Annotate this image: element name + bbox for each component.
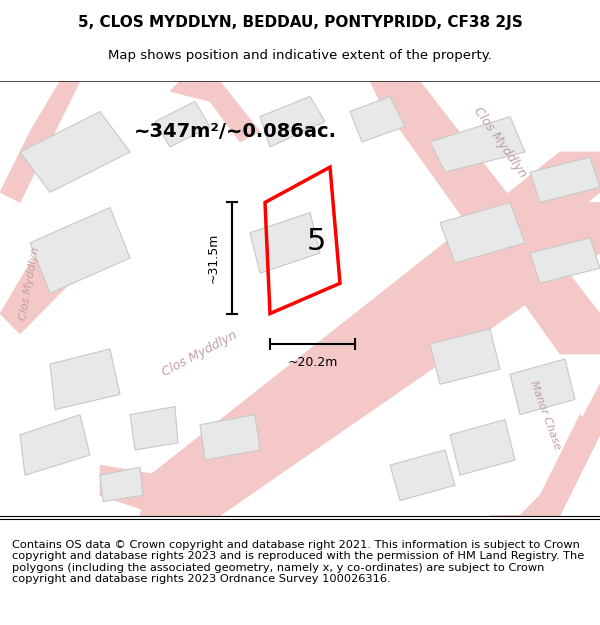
Polygon shape bbox=[50, 349, 120, 409]
Text: ~31.5m: ~31.5m bbox=[207, 233, 220, 283]
Polygon shape bbox=[30, 208, 130, 293]
Polygon shape bbox=[370, 81, 600, 354]
Text: Clos Myddlyn: Clos Myddlyn bbox=[471, 104, 529, 179]
Polygon shape bbox=[140, 152, 600, 516]
Polygon shape bbox=[260, 96, 325, 147]
Polygon shape bbox=[530, 238, 600, 283]
Text: ~20.2m: ~20.2m bbox=[287, 356, 338, 369]
Polygon shape bbox=[520, 414, 600, 516]
Polygon shape bbox=[390, 450, 455, 501]
Text: Contains OS data © Crown copyright and database right 2021. This information is : Contains OS data © Crown copyright and d… bbox=[12, 539, 584, 584]
Polygon shape bbox=[130, 406, 178, 450]
Polygon shape bbox=[155, 101, 210, 147]
Text: 5, CLOS MYDDLYN, BEDDAU, PONTYPRIDD, CF38 2JS: 5, CLOS MYDDLYN, BEDDAU, PONTYPRIDD, CF3… bbox=[77, 15, 523, 30]
Polygon shape bbox=[440, 202, 525, 263]
Polygon shape bbox=[490, 384, 600, 516]
Polygon shape bbox=[100, 467, 143, 501]
Polygon shape bbox=[0, 213, 120, 334]
Polygon shape bbox=[350, 96, 405, 142]
Text: Clos Myddlyn: Clos Myddlyn bbox=[160, 329, 239, 379]
Polygon shape bbox=[20, 111, 130, 192]
Polygon shape bbox=[510, 359, 575, 414]
Polygon shape bbox=[0, 81, 80, 202]
Text: 5: 5 bbox=[307, 227, 326, 256]
Text: Manor Chase: Manor Chase bbox=[528, 379, 562, 451]
Polygon shape bbox=[170, 81, 260, 142]
Polygon shape bbox=[250, 213, 320, 273]
Polygon shape bbox=[530, 157, 600, 202]
Polygon shape bbox=[100, 202, 600, 516]
Polygon shape bbox=[20, 414, 90, 475]
Polygon shape bbox=[200, 414, 260, 460]
Polygon shape bbox=[430, 329, 500, 384]
Text: ~347m²/~0.086ac.: ~347m²/~0.086ac. bbox=[133, 122, 337, 141]
Polygon shape bbox=[430, 117, 525, 172]
Text: Clos Myddlyn: Clos Myddlyn bbox=[19, 246, 41, 321]
Text: Map shows position and indicative extent of the property.: Map shows position and indicative extent… bbox=[108, 49, 492, 62]
Polygon shape bbox=[450, 419, 515, 475]
